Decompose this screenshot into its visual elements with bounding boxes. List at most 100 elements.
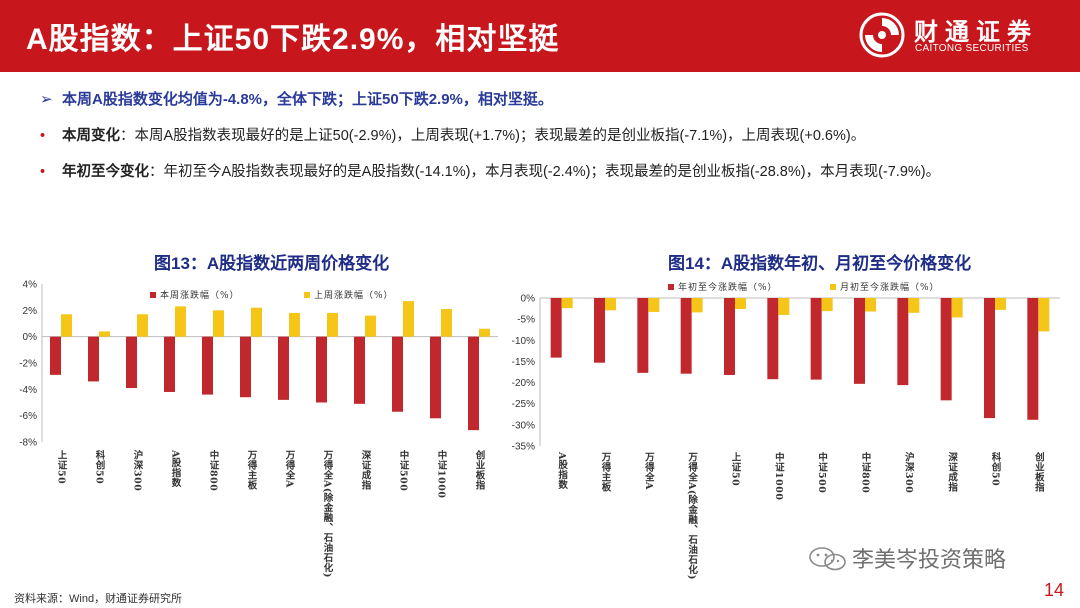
bar-series-1: [550, 298, 562, 358]
bar-series-2: [99, 331, 110, 337]
summary-bullet-weekly: • 本周变化：本周A股指数表现最好的是上证50(-2.9%)，上周表现(+1.7%…: [40, 124, 865, 145]
bar-series-2: [865, 298, 876, 312]
x-tick-label: 中证800: [208, 449, 220, 491]
bar-series-1: [278, 336, 289, 400]
bullet-label: 年初至今变化: [62, 164, 149, 180]
bar-series-1: [854, 298, 865, 384]
bar-series-1: [88, 336, 99, 382]
x-tick-label: 中证1000: [436, 449, 448, 498]
bar-series-2: [61, 314, 72, 337]
bar-series-1: [354, 336, 365, 404]
y-tick-label: -30%: [512, 420, 535, 431]
bar-series-1: [126, 336, 137, 389]
summary-headline-text: 本周A股指数变化均值为-4.8%，全体下跌；上证50下跌2.9%，相对坚挺。: [62, 91, 553, 108]
bar-series-1: [316, 336, 327, 403]
legend-swatch: [304, 292, 310, 298]
watermark: 李美岑投资策略: [852, 547, 1007, 572]
y-tick-label: -25%: [512, 399, 535, 410]
bullet-text: ：年初至今A股指数表现最好的是A股指数(-14.1%)，本月表现(-2.4%)；…: [149, 164, 941, 180]
legend-label: 上周涨跌幅（%）: [314, 289, 394, 301]
bar-series-2: [561, 298, 573, 309]
bar-series-2: [403, 301, 414, 337]
logo-text-en: CAITONG SECURITIES: [915, 43, 1029, 54]
y-tick-label: -2%: [19, 359, 37, 370]
y-tick-label: 2%: [23, 306, 38, 317]
x-tick-label: 上证50: [730, 451, 742, 486]
bullet-label: 本周变化: [62, 128, 120, 144]
legend-swatch: [150, 292, 156, 298]
bar-series-1: [594, 298, 605, 363]
bar-series-2: [778, 298, 790, 315]
x-tick-label: 万得主板: [246, 450, 259, 490]
y-tick-label: -10%: [512, 336, 535, 347]
x-tick-label: 上证50: [56, 449, 68, 484]
x-tick-label: 万得全A: [643, 452, 656, 490]
chart-13: 4% 2% 0% -2% -4% -6% -8% 本周涨跌幅（%） 上周涨跌幅（%） 上证50 科创…: [19, 280, 498, 578]
y-tick-label: -20%: [512, 378, 535, 389]
bar-series-2: [691, 298, 703, 313]
bar-series-2: [251, 307, 262, 337]
bar-series-1: [468, 336, 479, 431]
bar-series-2: [951, 298, 963, 318]
x-tick-label: A股指数: [556, 451, 569, 490]
summary-bullet-ytd: • 年初至今变化：年初至今A股指数表现最好的是A股指数(-14.1%)，本月表现(…: [40, 160, 940, 181]
bar-series-1: [202, 336, 213, 395]
legend-label: 月初至今涨跌幅（%）: [840, 281, 940, 293]
x-tick-label: A股指数: [170, 449, 183, 488]
bar-series-2: [479, 328, 490, 337]
bar-series-1: [430, 336, 441, 419]
y-tick-label: -6%: [19, 411, 37, 422]
bar-series-2: [289, 312, 300, 337]
source-note: 资料来源：Wind，财通证券研究所: [14, 593, 183, 605]
bar-series-1: [767, 298, 779, 380]
page-number: 14: [1044, 580, 1065, 600]
bullet-dot-icon: •: [40, 128, 46, 144]
bar-series-2: [605, 298, 616, 311]
x-tick-label: 创业板指: [1033, 451, 1046, 492]
bar-series-2: [327, 312, 338, 337]
y-tick-label: 0%: [23, 332, 38, 343]
chart-13-title: 图13：A股指数近两周价格变化: [154, 254, 390, 273]
bar-series-2: [821, 298, 833, 312]
bar-series-2: [735, 298, 746, 309]
bar-series-1: [392, 336, 403, 412]
x-tick-label: 深证成指: [360, 449, 372, 490]
bar-series-2: [995, 298, 1006, 310]
x-tick-label: 万得全A(除金融、石油石化): [322, 450, 335, 578]
bar-series-2: [1038, 298, 1050, 332]
bar-series-1: [724, 298, 735, 375]
x-tick-label: 中证800: [860, 451, 872, 493]
x-tick-label: 科创50: [94, 449, 107, 484]
wechat-icon: [809, 547, 846, 571]
header-bar: A股指数：上证50下跌2.9%，相对坚挺 财通证券 CAITONG SECURI…: [0, 0, 1080, 72]
bar-series-1: [810, 298, 822, 380]
x-tick-label: 中证500: [398, 449, 410, 491]
bar-series-1: [897, 298, 909, 386]
bar-series-2: [908, 298, 920, 313]
y-tick-label: -8%: [19, 438, 37, 449]
bullet-text: ：本周A股指数表现最好的是上证50(-2.9%)，上周表现(+1.7%)；表现最…: [120, 128, 866, 144]
bar-series-1: [1027, 298, 1039, 420]
x-tick-label: 深证成指: [946, 451, 958, 492]
x-tick-label: 科创50: [990, 451, 1003, 486]
bar-series-1: [984, 298, 995, 419]
y-tick-label: -5%: [517, 315, 535, 326]
legend-label: 本周涨跌幅（%）: [160, 289, 240, 301]
bar-series-1: [637, 298, 649, 373]
bar-series-2: [441, 309, 452, 337]
y-tick-label: -35%: [512, 442, 535, 453]
bar-series-1: [50, 336, 61, 375]
bar-series-1: [940, 298, 952, 401]
chart-14: 0% -5% -10% -15% -20% -25% -30% -35% 年初至今涨跌幅（%） 月…: [512, 281, 1060, 580]
bar-series-2: [213, 310, 224, 337]
page-title: A股指数：上证50下跌2.9%，相对坚挺: [26, 23, 560, 56]
x-tick-label: 创业板指: [474, 449, 487, 490]
bar-series-1: [164, 336, 175, 392]
bar-series-1: [240, 336, 251, 398]
legend-swatch: [668, 284, 674, 290]
x-tick-label: 中证1000: [773, 451, 785, 500]
legend-swatch: [830, 284, 836, 290]
x-tick-label: 沪深300: [132, 449, 144, 491]
bar-series-2: [137, 314, 148, 337]
bullet-dot-icon: •: [40, 164, 46, 180]
